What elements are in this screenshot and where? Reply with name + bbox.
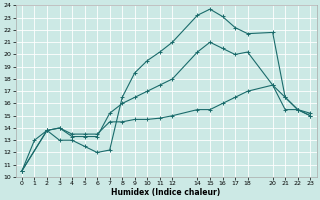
X-axis label: Humidex (Indice chaleur): Humidex (Indice chaleur) [111, 188, 221, 197]
